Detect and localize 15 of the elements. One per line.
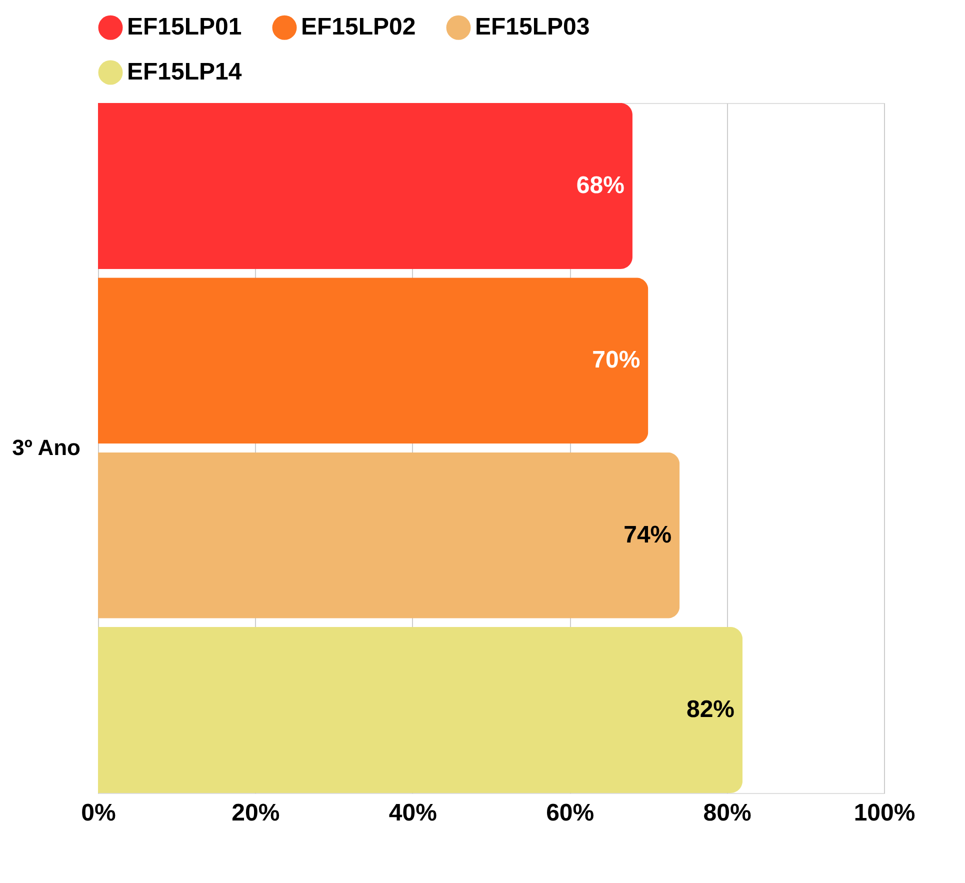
x-tick-label: 80% (703, 800, 752, 826)
y-tick-label: 3º Ano (12, 435, 80, 460)
legend-label: EF15LP01 (127, 14, 242, 41)
x-tick-label: 0% (81, 800, 116, 826)
data-label: 82% (686, 696, 735, 724)
legend-label: EF15LP02 (301, 14, 416, 41)
x-tick-label: 60% (546, 800, 594, 826)
data-label: 74% (624, 521, 672, 548)
legend-label: EF15LP14 (127, 58, 242, 86)
data-label: 70% (592, 346, 640, 374)
x-tick-label: 20% (232, 800, 280, 826)
data-label: 68% (576, 172, 624, 199)
x-tick-label: 40% (388, 800, 437, 826)
x-tick-label: 100% (854, 800, 916, 826)
legend-label: EF15LP03 (475, 14, 590, 41)
